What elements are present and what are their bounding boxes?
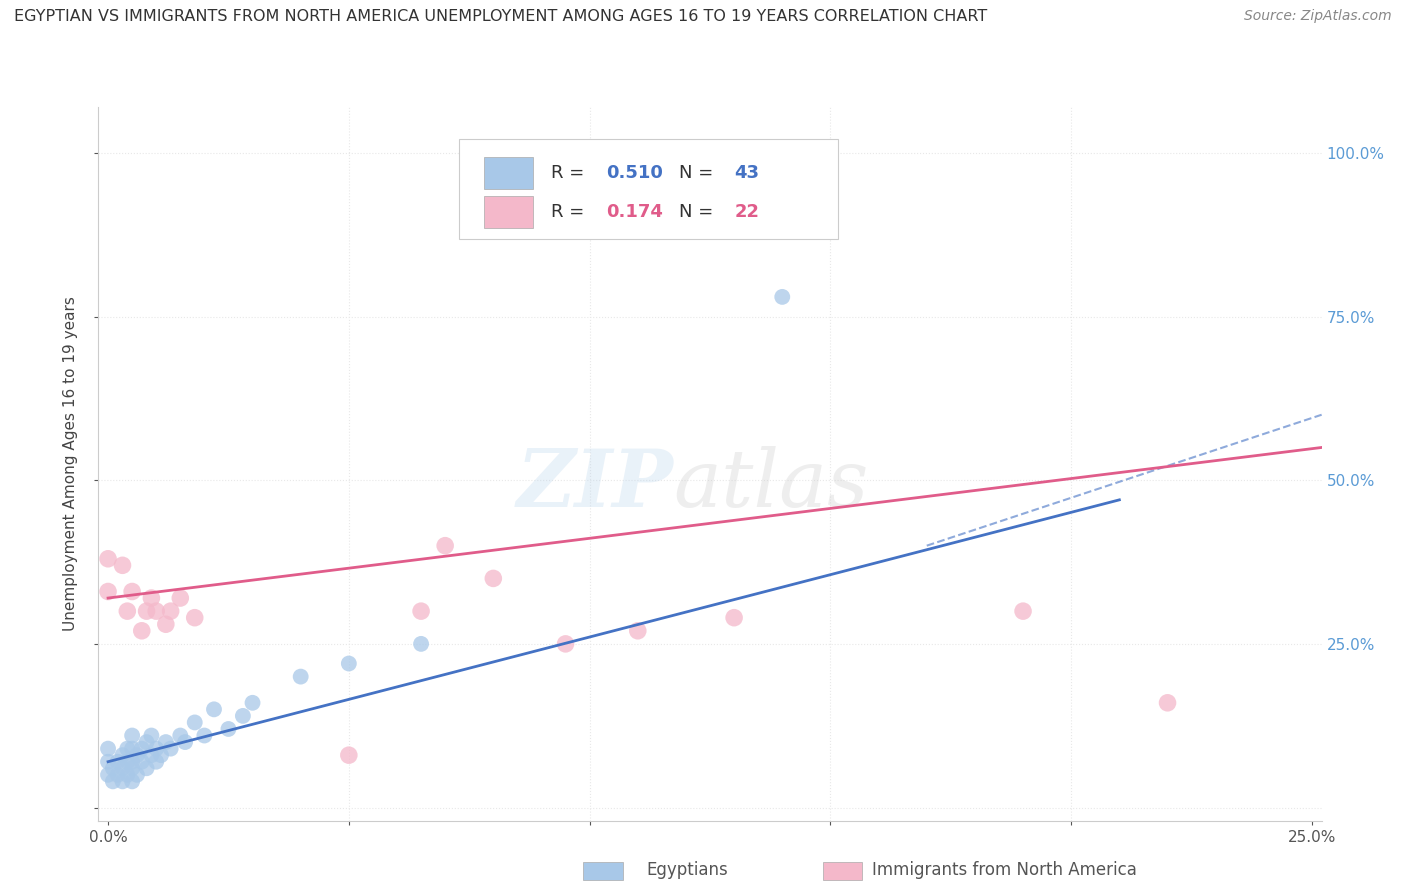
Text: 22: 22 bbox=[734, 203, 759, 221]
Point bbox=[121, 729, 143, 743]
FancyBboxPatch shape bbox=[484, 196, 533, 228]
Point bbox=[145, 604, 167, 618]
Text: 43: 43 bbox=[734, 164, 759, 182]
Point bbox=[145, 755, 167, 769]
Point bbox=[97, 584, 120, 599]
Point bbox=[217, 722, 239, 736]
Text: Egyptians: Egyptians bbox=[647, 861, 728, 879]
Point bbox=[145, 741, 167, 756]
Point bbox=[141, 729, 163, 743]
FancyBboxPatch shape bbox=[484, 157, 533, 189]
Point bbox=[409, 604, 432, 618]
Point bbox=[1012, 604, 1035, 618]
Point bbox=[107, 768, 129, 782]
Point bbox=[125, 748, 148, 763]
Point bbox=[97, 741, 120, 756]
Point bbox=[337, 657, 360, 671]
Point bbox=[409, 637, 432, 651]
Point bbox=[554, 637, 576, 651]
Point bbox=[627, 624, 650, 638]
Point bbox=[131, 624, 153, 638]
Text: Immigrants from North America: Immigrants from North America bbox=[872, 861, 1136, 879]
Point bbox=[184, 610, 207, 624]
Point bbox=[131, 741, 153, 756]
Point bbox=[125, 768, 148, 782]
Point bbox=[1156, 696, 1178, 710]
Text: 0.510: 0.510 bbox=[606, 164, 664, 182]
Point bbox=[770, 290, 793, 304]
Point bbox=[111, 558, 134, 573]
Text: N =: N = bbox=[679, 203, 720, 221]
Point bbox=[117, 755, 139, 769]
Point bbox=[111, 761, 134, 775]
Point bbox=[169, 591, 191, 605]
Point bbox=[97, 551, 120, 566]
Point bbox=[135, 735, 157, 749]
Point bbox=[117, 768, 139, 782]
Text: R =: R = bbox=[551, 164, 591, 182]
Point bbox=[135, 761, 157, 775]
Point bbox=[155, 735, 177, 749]
Point bbox=[101, 761, 124, 775]
Point bbox=[202, 702, 225, 716]
Point bbox=[121, 741, 143, 756]
Point bbox=[290, 670, 312, 684]
Point bbox=[97, 768, 120, 782]
Text: 0.174: 0.174 bbox=[606, 203, 664, 221]
Point bbox=[141, 748, 163, 763]
Point bbox=[121, 774, 143, 789]
Point bbox=[141, 591, 163, 605]
Point bbox=[121, 761, 143, 775]
Point bbox=[150, 748, 173, 763]
Y-axis label: Unemployment Among Ages 16 to 19 years: Unemployment Among Ages 16 to 19 years bbox=[63, 296, 79, 632]
Point bbox=[111, 748, 134, 763]
Point bbox=[169, 729, 191, 743]
Point bbox=[131, 755, 153, 769]
Point bbox=[482, 571, 505, 585]
Point bbox=[159, 604, 181, 618]
Point bbox=[337, 748, 360, 763]
Point bbox=[97, 755, 120, 769]
Text: ZIP: ZIP bbox=[516, 447, 673, 524]
Point bbox=[117, 604, 139, 618]
Point bbox=[184, 715, 207, 730]
Text: R =: R = bbox=[551, 203, 591, 221]
Point bbox=[121, 584, 143, 599]
FancyBboxPatch shape bbox=[460, 139, 838, 239]
Point bbox=[242, 696, 264, 710]
Text: N =: N = bbox=[679, 164, 720, 182]
Text: EGYPTIAN VS IMMIGRANTS FROM NORTH AMERICA UNEMPLOYMENT AMONG AGES 16 TO 19 YEARS: EGYPTIAN VS IMMIGRANTS FROM NORTH AMERIC… bbox=[14, 9, 987, 24]
Point bbox=[101, 774, 124, 789]
Point bbox=[174, 735, 197, 749]
Point bbox=[193, 729, 215, 743]
Point bbox=[159, 741, 181, 756]
Text: atlas: atlas bbox=[673, 447, 869, 524]
Point bbox=[434, 539, 457, 553]
Text: Source: ZipAtlas.com: Source: ZipAtlas.com bbox=[1244, 9, 1392, 23]
Point bbox=[111, 774, 134, 789]
Point bbox=[135, 604, 157, 618]
Point bbox=[121, 755, 143, 769]
Point bbox=[117, 741, 139, 756]
Point bbox=[232, 709, 254, 723]
Point bbox=[155, 617, 177, 632]
Point bbox=[723, 610, 745, 624]
Point bbox=[107, 755, 129, 769]
